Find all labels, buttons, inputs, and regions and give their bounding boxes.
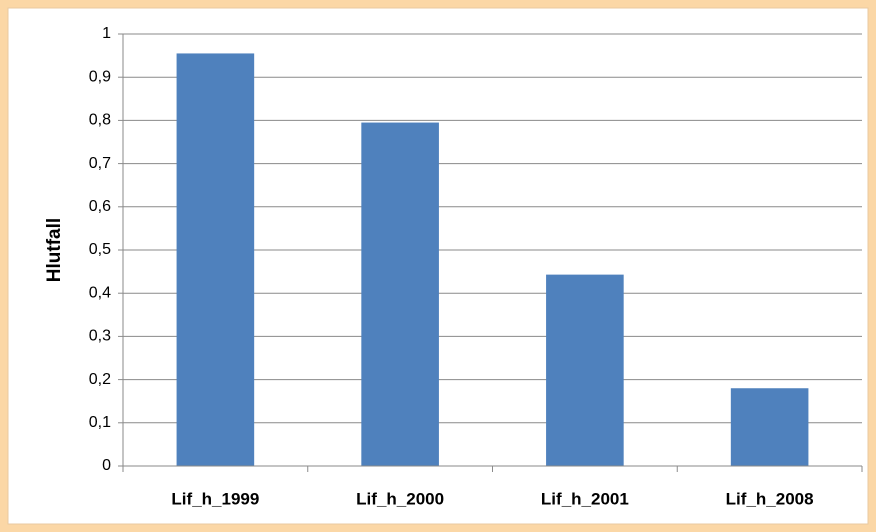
y-tick-label: 0,5 [89, 241, 111, 258]
x-tick-label: Lif_h_2008 [726, 489, 814, 508]
y-tick-label: 0,7 [89, 155, 111, 172]
y-tick-label: 0,8 [89, 112, 111, 129]
x-tick-label: Lif_h_2001 [541, 489, 629, 508]
y-tick-label: 0,9 [89, 68, 111, 85]
bar [361, 122, 439, 466]
bar [730, 388, 809, 466]
bar [176, 53, 255, 466]
y-tick-label: 0,4 [89, 284, 111, 301]
x-tick-label: Lif_h_1999 [171, 489, 259, 508]
y-tick-label: 0,3 [89, 328, 111, 345]
y-tick-label: 0,1 [89, 414, 111, 431]
y-tick-label: 1 [102, 25, 111, 42]
y-tick-label: 0 [102, 457, 111, 474]
y-tick-label: 0,6 [89, 198, 111, 215]
bar [546, 274, 624, 466]
x-tick-label: Lif_h_2000 [356, 489, 444, 508]
y-tick-label: 0,2 [89, 371, 111, 388]
y-axis-label: Hlutfall [44, 218, 65, 282]
